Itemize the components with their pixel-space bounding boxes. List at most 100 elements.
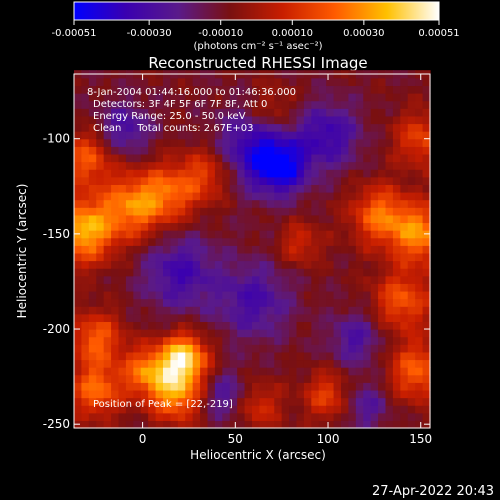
heatmap-cell: [348, 321, 357, 330]
heatmap-cell: [318, 123, 327, 132]
heatmap-cell: [341, 169, 350, 178]
heatmap-cell: [378, 382, 387, 391]
heatmap-cell: [170, 115, 179, 125]
heatmap-cell: [363, 344, 372, 353]
heatmap-cell: [281, 123, 290, 132]
heatmap-cell: [88, 351, 97, 361]
heatmap-cell: [237, 123, 246, 132]
heatmap-cell: [318, 412, 327, 421]
heatmap-cell: [155, 420, 164, 429]
heatmap-cell: [296, 344, 305, 353]
heatmap-cell: [185, 230, 194, 239]
heatmap-cell: [133, 222, 142, 231]
heatmap-cell: [237, 397, 246, 406]
heatmap-cell: [318, 374, 327, 383]
heatmap-cell: [415, 131, 424, 140]
heatmap-cell: [378, 115, 387, 125]
heatmap-cell: [400, 268, 409, 277]
heatmap-cell: [259, 237, 268, 246]
heatmap-cell: [140, 351, 149, 361]
heatmap-cell: [148, 85, 157, 94]
heatmap-cell: [185, 321, 194, 330]
heatmap-cell: [318, 77, 327, 87]
heatmap-cell: [326, 169, 335, 178]
heatmap-cell: [333, 176, 342, 185]
heatmap-cell: [274, 176, 283, 185]
heatmap-cell: [222, 275, 231, 284]
heatmap-cell: [259, 115, 268, 125]
heatmap-cell: [192, 313, 201, 323]
heatmap-cell: [81, 359, 90, 368]
heatmap-cell: [407, 93, 416, 102]
heatmap-cell: [289, 230, 298, 239]
heatmap-cell: [163, 222, 172, 231]
heatmap-cell: [281, 176, 290, 185]
heatmap-cell: [296, 290, 305, 300]
heatmap-cell: [252, 85, 261, 94]
heatmap-cell: [237, 290, 246, 300]
heatmap-cell: [125, 359, 134, 368]
heatmap-cell: [140, 176, 149, 185]
heatmap-cell: [125, 306, 134, 315]
heatmap-cell: [96, 207, 105, 216]
heatmap-cell: [355, 131, 364, 140]
heatmap-cell: [148, 245, 157, 254]
heatmap-cell: [81, 306, 90, 315]
heatmap-cell: [289, 313, 298, 323]
heatmap-cell: [422, 192, 431, 201]
heatmap-cell: [163, 123, 172, 132]
heatmap-cell: [177, 298, 186, 307]
heatmap-cell: [348, 138, 357, 147]
heatmap-cell: [259, 412, 268, 421]
heatmap-cell: [318, 268, 327, 277]
heatmap-cell: [244, 161, 253, 170]
heatmap-cell: [355, 275, 364, 284]
heatmap-cell: [370, 397, 379, 406]
heatmap-cell: [341, 260, 350, 269]
heatmap-cell: [415, 412, 424, 421]
heatmap-cell: [125, 161, 134, 170]
heatmap-cell: [214, 131, 223, 140]
heatmap-cell: [281, 275, 290, 284]
heatmap-cell: [281, 298, 290, 307]
heatmap-cell: [303, 184, 312, 193]
heatmap-cell: [229, 108, 238, 117]
heatmap-cell: [311, 169, 320, 178]
timestamp: 27-Apr-2022 20:43: [372, 484, 494, 499]
heatmap-cell: [170, 146, 179, 155]
heatmap-cell: [229, 321, 238, 330]
heatmap-cell: [155, 367, 164, 376]
heatmap-cell: [415, 214, 424, 224]
heatmap-cell: [237, 405, 246, 414]
heatmap-cell: [177, 268, 186, 277]
heatmap-cell: [192, 123, 201, 132]
heatmap-cell: [88, 131, 97, 140]
heatmap-cell: [326, 138, 335, 147]
heatmap-cell: [252, 412, 261, 421]
heatmap-cell: [303, 313, 312, 323]
heatmap-cell: [125, 374, 134, 383]
heatmap-cell: [200, 153, 209, 163]
heatmap-cell: [140, 397, 149, 406]
heatmap-cell: [296, 275, 305, 284]
heatmap-cell: [81, 336, 90, 345]
heatmap-cell: [192, 131, 201, 140]
heatmap-cell: [170, 374, 179, 383]
heatmap-cell: [355, 397, 364, 406]
heatmap-cell: [252, 397, 261, 406]
heatmap-cell: [289, 115, 298, 125]
heatmap-cell: [170, 397, 179, 406]
heatmap-cell: [311, 77, 320, 87]
heatmap-cell: [274, 169, 283, 178]
heatmap-cell: [229, 199, 238, 208]
heatmap-cell: [400, 100, 409, 109]
heatmap-cell: [415, 344, 424, 353]
heatmap-cell: [244, 245, 253, 254]
heatmap-cell: [103, 93, 112, 102]
heatmap-cell: [185, 153, 194, 163]
heatmap-cell: [177, 260, 186, 269]
heatmap-cell: [81, 85, 90, 94]
heatmap-cell: [274, 382, 283, 391]
heatmap-cell: [111, 351, 120, 361]
heatmap-cell: [422, 344, 431, 353]
